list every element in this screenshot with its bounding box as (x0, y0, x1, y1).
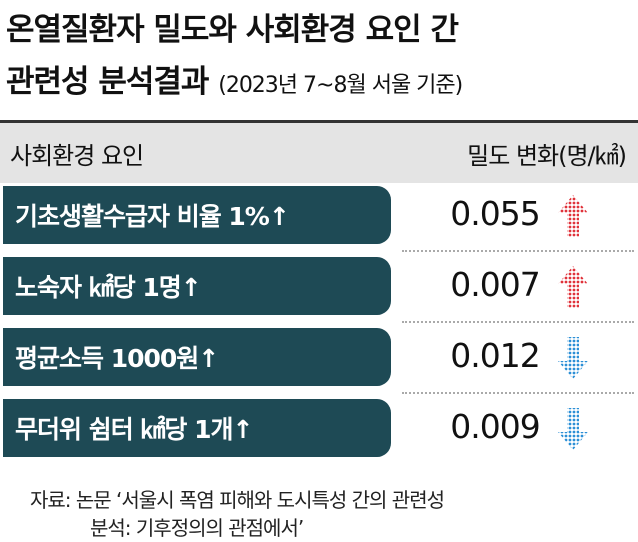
value: 0.012 (450, 336, 540, 375)
title-text: 관련성 분석결과 (6, 64, 209, 100)
up-arrow (558, 195, 588, 237)
separator (402, 321, 634, 323)
column-header: 밀도 변화(명/㎢) (467, 142, 627, 170)
table-header (0, 120, 638, 183)
source: 분석: 기후정의의 관점에서’ (90, 516, 304, 540)
value: 0.055 (450, 194, 540, 233)
source: 자료: 논문 ‘서울시 폭염 피해와 도시특성 간의 관련성 (30, 488, 445, 512)
down-arrow (558, 408, 588, 450)
separator (402, 250, 634, 252)
value: 0.009 (450, 407, 540, 446)
title: 관련성 분석결과 (2023년 7~8월 서울 기준) (6, 56, 463, 101)
factor-label: 평균소득 1000원↑ (3, 328, 391, 386)
up-arrow (558, 266, 588, 308)
down-arrow (558, 337, 588, 379)
title: 온열질환자 밀도와 사회환경 요인 간 (6, 12, 459, 48)
column-header: 사회환경 요인 (10, 142, 144, 170)
factor-label: 기초생활수급자 비율 1%↑ (3, 186, 391, 244)
factor-label: 무더위 쉼터 ㎢당 1개↑ (3, 399, 391, 457)
factor-label: 노숙자 ㎢당 1명↑ (3, 257, 391, 315)
subtitle: (2023년 7~8월 서울 기준) (218, 73, 463, 98)
value: 0.007 (450, 265, 540, 304)
separator (402, 392, 634, 394)
